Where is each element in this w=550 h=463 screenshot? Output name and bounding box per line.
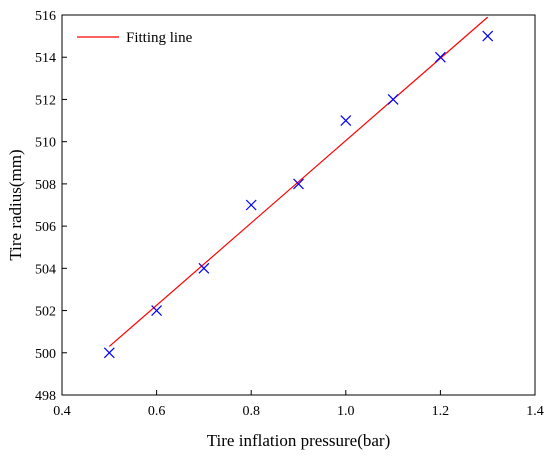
y-tick-label: 514: [35, 51, 56, 66]
data-point-marker: [340, 115, 352, 126]
x-axis-label: Tire inflation pressure(bar): [207, 431, 391, 450]
data-point-marker: [103, 347, 115, 359]
x-tick-label: 1.2: [432, 404, 450, 419]
fitting-line: [108, 16, 489, 347]
y-tick-label: 498: [35, 389, 56, 404]
data-point-marker: [198, 262, 210, 274]
x-tick-label: 1.4: [526, 404, 544, 419]
ticks: 0.4 0.6 0.8 1.0 1.2 1.4 498 500 502 504 506 508 510 5…: [35, 9, 544, 419]
x-tick-label: 0.6: [148, 404, 166, 419]
y-tick-label: 506: [35, 220, 56, 235]
x-tick-label: 1.0: [337, 404, 355, 419]
y-tick-label: 512: [35, 93, 56, 108]
y-tick-label: 508: [35, 178, 56, 193]
y-tick-label: 502: [35, 305, 56, 320]
data-point-marker: [434, 51, 446, 63]
data-point-marker: [245, 199, 257, 211]
plot-marks: [103, 16, 494, 359]
x-tick-label: 0.8: [242, 404, 260, 419]
legend: Fitting line: [77, 30, 193, 46]
y-tick-label: 500: [35, 347, 56, 362]
data-point-marker: [482, 30, 494, 42]
data-point-marker: [387, 94, 399, 105]
y-tick-label: 516: [35, 9, 56, 24]
plot-frame: [61, 14, 536, 396]
y-axis-label: Tire radius(mm): [6, 149, 25, 260]
data-point-marker: [293, 178, 304, 190]
y-tick-label: 510: [35, 136, 56, 151]
legend-label-fitting-line: Fitting line: [126, 30, 193, 46]
y-tick-label: 504: [35, 262, 56, 277]
data-point-marker: [151, 305, 163, 316]
x-tick-label: 0.4: [53, 404, 71, 419]
